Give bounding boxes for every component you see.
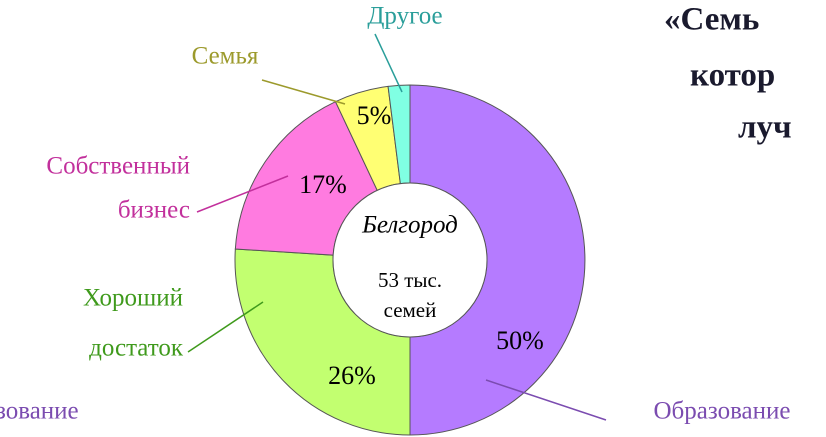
center-line: семей — [384, 298, 437, 322]
category-label: Собственный — [46, 153, 190, 180]
center-hole — [332, 182, 488, 338]
center-city: Белгород — [361, 212, 458, 239]
category-label: достаток — [89, 335, 184, 362]
category-label: Другое — [367, 3, 442, 30]
value-label: 17% — [299, 170, 347, 199]
category-label: Образование — [653, 398, 790, 425]
value-label: 5% — [357, 101, 392, 130]
title-line: котор — [690, 58, 775, 94]
title-line: «Семь — [664, 2, 759, 38]
title-line: луч — [738, 110, 792, 146]
leader-line — [485, 379, 607, 421]
category-label: Семья — [192, 43, 259, 70]
value-label: 26% — [328, 361, 376, 390]
leader-line — [374, 33, 403, 93]
cropped-label: зование — [0, 398, 79, 425]
leader-line — [196, 175, 289, 213]
leader-line — [187, 301, 264, 353]
category-label: Хороший — [83, 285, 183, 312]
center-line: 53 тыс. — [378, 268, 442, 292]
leader-line — [261, 79, 346, 105]
category-label: бизнес — [118, 197, 190, 224]
value-label: 50% — [496, 326, 544, 355]
